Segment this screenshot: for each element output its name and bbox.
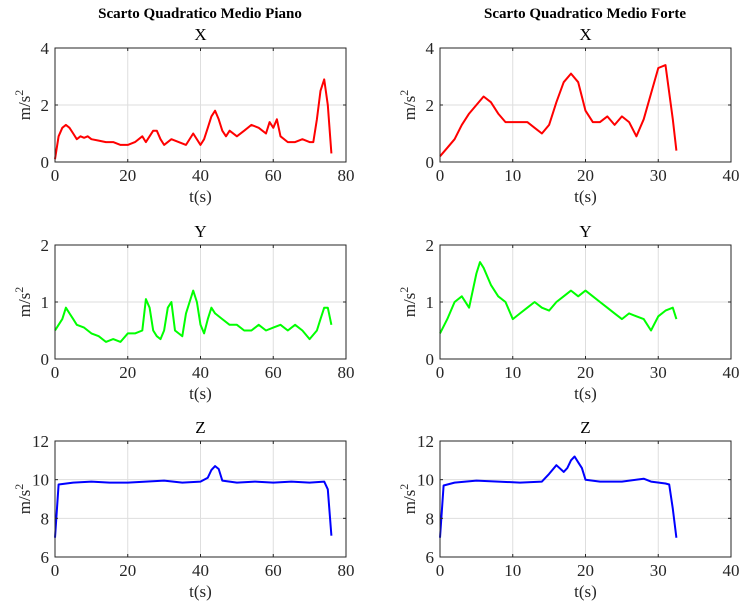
y-tick-label: 2	[426, 236, 435, 255]
y-tick-label: 0	[41, 153, 50, 172]
x-tick-label: 30	[650, 561, 667, 580]
x-tick-label: 80	[338, 363, 355, 382]
x-tick-label: 0	[436, 166, 445, 185]
y-tick-label: 4	[41, 39, 50, 58]
series-line-piano-x	[54, 78, 333, 160]
y-axis-label: m/s2	[397, 484, 419, 515]
x-tick-label: 0	[51, 561, 60, 580]
y-axis-label-unit: m/s	[15, 96, 34, 121]
x-tick-label: 20	[577, 166, 594, 185]
y-tick-label: 2	[41, 236, 50, 255]
y-tick-label: 0	[426, 153, 435, 172]
axes-title: X	[579, 25, 591, 44]
axes-title: X	[194, 25, 206, 44]
x-axis-label: t(s)	[189, 187, 212, 206]
axes-title: Y	[579, 222, 591, 241]
y-tick-label: 10	[32, 471, 49, 490]
y-axis-label-unit: m/s	[15, 293, 34, 318]
x-tick-label: 80	[338, 166, 355, 185]
y-tick-label: 6	[41, 548, 50, 567]
y-axis-label: m/s2	[12, 287, 34, 318]
y-axis-label: m/s2	[397, 90, 419, 121]
y-tick-label: 10	[417, 471, 434, 490]
x-tick-label: 60	[265, 561, 282, 580]
x-tick-label: 40	[723, 166, 740, 185]
series-line-piano-y	[54, 289, 333, 343]
y-tick-label: 2	[41, 96, 50, 115]
x-tick-label: 0	[436, 561, 445, 580]
x-tick-label: 40	[723, 363, 740, 382]
y-axis-label: m/s2	[12, 90, 34, 121]
y-axis-label-exponent: 2	[397, 287, 411, 293]
y-axis-label: m/s2	[12, 484, 34, 515]
y-axis-label-exponent: 2	[12, 287, 26, 293]
x-tick-label: 10	[504, 561, 521, 580]
y-tick-label: 4	[426, 39, 435, 58]
x-tick-label: 40	[723, 561, 740, 580]
y-tick-label: 2	[426, 96, 435, 115]
y-tick-label: 8	[41, 509, 50, 528]
x-tick-label: 40	[192, 166, 209, 185]
y-tick-label: 6	[426, 548, 435, 567]
y-axis-label-exponent: 2	[397, 90, 411, 96]
x-tick-label: 0	[51, 166, 60, 185]
x-tick-label: 10	[504, 166, 521, 185]
x-axis-label: t(s)	[574, 384, 597, 403]
x-tick-label: 0	[436, 363, 445, 382]
y-tick-label: 0	[426, 350, 435, 369]
x-tick-label: 20	[577, 363, 594, 382]
x-tick-label: 10	[504, 363, 521, 382]
y-axis-label-unit: m/s	[15, 490, 34, 515]
x-axis-label: t(s)	[189, 384, 212, 403]
suptitle-piano: Scarto Quadratico Medio Piano	[98, 6, 302, 22]
series-line-piano-z	[54, 465, 333, 538]
y-axis-label-exponent: 2	[12, 90, 26, 96]
y-tick-label: 12	[417, 432, 434, 451]
panel-piano-z: 0 20 40 60 80 6 8 10 12 Zt(s) m/s2	[12, 418, 355, 601]
panel-forte-z: 0 10 20 30 40 6 8 10 12 Zt(s) m/s2	[397, 418, 740, 601]
x-tick-label: 80	[338, 561, 355, 580]
axes-title: Z	[580, 418, 590, 437]
y-axis-label-unit: m/s	[400, 293, 419, 318]
series-line-forte-y	[439, 261, 678, 334]
y-tick-label: 8	[426, 509, 435, 528]
x-tick-label: 20	[577, 561, 594, 580]
x-tick-label: 0	[51, 363, 60, 382]
y-axis-label-exponent: 2	[397, 484, 411, 490]
x-axis-label: t(s)	[574, 582, 597, 601]
x-tick-label: 40	[192, 561, 209, 580]
axes-title: Y	[194, 222, 206, 241]
y-axis-label-exponent: 2	[12, 484, 26, 490]
axes-title: Z	[195, 418, 205, 437]
y-axis-label: m/s2	[397, 287, 419, 318]
series-line-forte-x	[439, 64, 678, 157]
x-tick-label: 20	[119, 561, 136, 580]
x-tick-label: 30	[650, 166, 667, 185]
y-tick-label: 0	[41, 350, 50, 369]
y-tick-label: 1	[426, 293, 435, 312]
x-tick-label: 20	[119, 363, 136, 382]
series-line-forte-z	[439, 455, 678, 538]
x-tick-label: 30	[650, 363, 667, 382]
x-axis-label: t(s)	[189, 582, 212, 601]
y-axis-label-unit: m/s	[400, 96, 419, 121]
y-axis-label-unit: m/s	[400, 490, 419, 515]
x-tick-label: 60	[265, 363, 282, 382]
x-tick-label: 40	[192, 363, 209, 382]
x-axis-label: t(s)	[574, 187, 597, 206]
suptitle-forte: Scarto Quadratico Medio Forte	[484, 6, 686, 22]
x-tick-label: 60	[265, 166, 282, 185]
y-tick-label: 12	[32, 432, 49, 451]
x-tick-label: 20	[119, 166, 136, 185]
y-tick-label: 1	[41, 293, 50, 312]
